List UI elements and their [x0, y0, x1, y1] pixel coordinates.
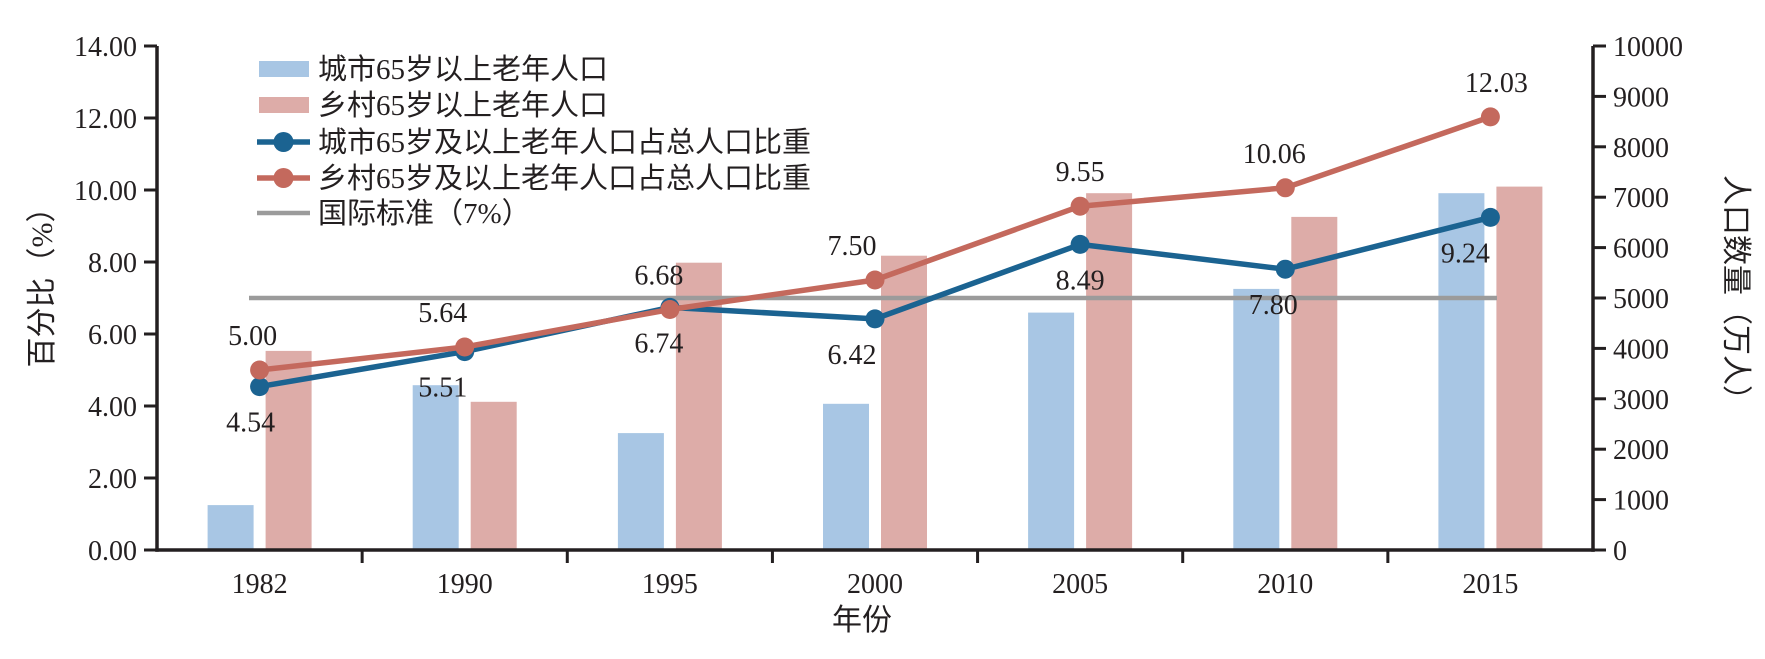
value-label-urban-1990: 5.51 [418, 373, 467, 404]
marker-urban-2000 [865, 309, 885, 329]
x-axis-title: 年份 [832, 604, 892, 637]
bar-urban-2005 [1028, 312, 1075, 550]
value-label-urban-2010: 7.80 [1249, 290, 1298, 321]
y-left-tick-label: 14.00 [74, 32, 137, 63]
y-left-tick-label: 10.00 [74, 176, 137, 207]
y-left-tick-label: 6.00 [88, 320, 137, 351]
value-label-rural-1995: 6.68 [634, 261, 683, 292]
legend-rural-bar: 乡村65岁以上老年人口 [259, 89, 608, 122]
y-left-tick-label: 4.00 [88, 392, 137, 423]
value-label-urban-2015: 9.24 [1441, 238, 1490, 269]
bars-layer [207, 186, 1543, 550]
y-right-tick-label: 7000 [1613, 183, 1669, 214]
bar-urban-2015 [1438, 193, 1485, 550]
y-right-tick-label: 1000 [1613, 486, 1669, 517]
x-tick-label-2010: 2010 [1257, 569, 1313, 600]
bar-urban-2010 [1233, 288, 1280, 550]
value-label-rural-2005: 9.55 [1056, 157, 1105, 188]
value-label-rural-1990: 5.64 [418, 298, 467, 329]
marker-urban-2010 [1275, 259, 1295, 279]
y-right-tick-label: 5000 [1613, 284, 1669, 315]
marker-rural-2005 [1070, 196, 1090, 216]
y-right-tick-label: 3000 [1613, 385, 1669, 416]
marker-rural-2010 [1275, 178, 1295, 198]
legend: 城市65岁以上老年人口乡村65岁以上老年人口城市65岁及以上老年人口占总人口比重… [257, 53, 811, 230]
legend-urban-line: 城市65岁及以上老年人口占总人口比重 [257, 126, 811, 159]
bar-rural-1990 [470, 401, 517, 550]
y-right-tick-label: 2000 [1613, 435, 1669, 466]
legend-urban-bar: 城市65岁以上老年人口 [259, 53, 608, 86]
value-label-rural-2015: 12.03 [1465, 68, 1528, 99]
marker-rural-2000 [865, 270, 885, 290]
bar-rural-2005 [1086, 193, 1133, 550]
y-right-tick-label: 10000 [1613, 32, 1683, 63]
bar-rural-2010 [1291, 216, 1338, 550]
line-series-layer [250, 107, 1500, 397]
y-right-tick-label: 4000 [1613, 334, 1669, 365]
marker-urban-2015 [1480, 207, 1500, 227]
x-tick-label-1995: 1995 [642, 569, 698, 600]
y-right-tick-label: 8000 [1613, 133, 1669, 164]
value-label-rural-1982: 5.00 [228, 321, 277, 352]
legend-urban-line-label: 城市65岁及以上老年人口占总人口比重 [318, 126, 811, 159]
y-right-tick-label: 0 [1613, 536, 1627, 567]
value-label-urban-2005: 8.49 [1056, 265, 1105, 296]
value-label-urban-2000: 6.42 [828, 340, 877, 371]
bar-urban-2000 [823, 403, 869, 550]
marker-rural-1995 [660, 300, 680, 319]
x-tick-label-2015: 2015 [1462, 569, 1518, 600]
x-tick-label-1982: 1982 [232, 569, 288, 600]
value-labels-layer: 4.54 5.51 6.74 6.42 8.49 7.80 9.24 5.00 5.64 6.68… [226, 68, 1528, 439]
value-label-urban-1982: 4.54 [226, 408, 275, 439]
legend-urban-line-marker [273, 132, 294, 152]
value-label-urban-1995: 6.74 [634, 328, 683, 359]
bar-urban-1982 [207, 505, 254, 550]
y-axis-right-title: 人口数量（万人） [1719, 175, 1752, 415]
y-left-tick-label: 0.00 [88, 536, 137, 567]
marker-rural-2015 [1480, 107, 1500, 127]
legend-urban-bar-label: 城市65岁以上老年人口 [318, 53, 608, 86]
y-left-tick-label: 2.00 [88, 464, 137, 495]
legend-rural-bar-label: 乡村65岁以上老年人口 [318, 89, 608, 122]
bar-urban-1995 [617, 433, 664, 550]
bar-urban-1990 [412, 385, 459, 550]
y-left-tick-label: 12.00 [74, 104, 137, 135]
legend-rural-line-marker [273, 168, 294, 188]
legend-urban-bar-swatch [259, 61, 309, 77]
y-right-tick-label: 9000 [1613, 82, 1669, 113]
marker-rural-1982 [250, 360, 270, 380]
x-tick-label-2005: 2005 [1052, 569, 1108, 600]
legend-reference-line-label: 国际标准（7%） [318, 197, 531, 230]
y-left-tick-label: 8.00 [88, 248, 137, 279]
y-right-tick-label: 6000 [1613, 234, 1669, 265]
value-label-rural-2010: 10.06 [1243, 139, 1306, 170]
x-tick-label-1990: 1990 [437, 569, 493, 600]
marker-urban-2005 [1070, 234, 1090, 254]
legend-rural-bar-swatch [259, 97, 309, 113]
marker-rural-1990 [455, 337, 475, 357]
legend-rural-line: 乡村65岁及以上老年人口占总人口比重 [257, 162, 811, 195]
bar-rural-2015 [1496, 186, 1543, 550]
axes-layer: 0.00 2.00 4.00 6.00 8.00 10.00 12.00 14.00 0 1000… [74, 32, 1683, 600]
marker-urban-1982 [250, 377, 270, 397]
legend-reference-line: 国际标准（7%） [257, 197, 531, 230]
value-label-rural-2000: 7.50 [828, 231, 877, 262]
x-tick-label-2000: 2000 [847, 569, 903, 600]
legend-rural-line-label: 乡村65岁及以上老年人口占总人口比重 [318, 162, 811, 195]
y-axis-left-title: 百分比（%） [26, 193, 59, 368]
